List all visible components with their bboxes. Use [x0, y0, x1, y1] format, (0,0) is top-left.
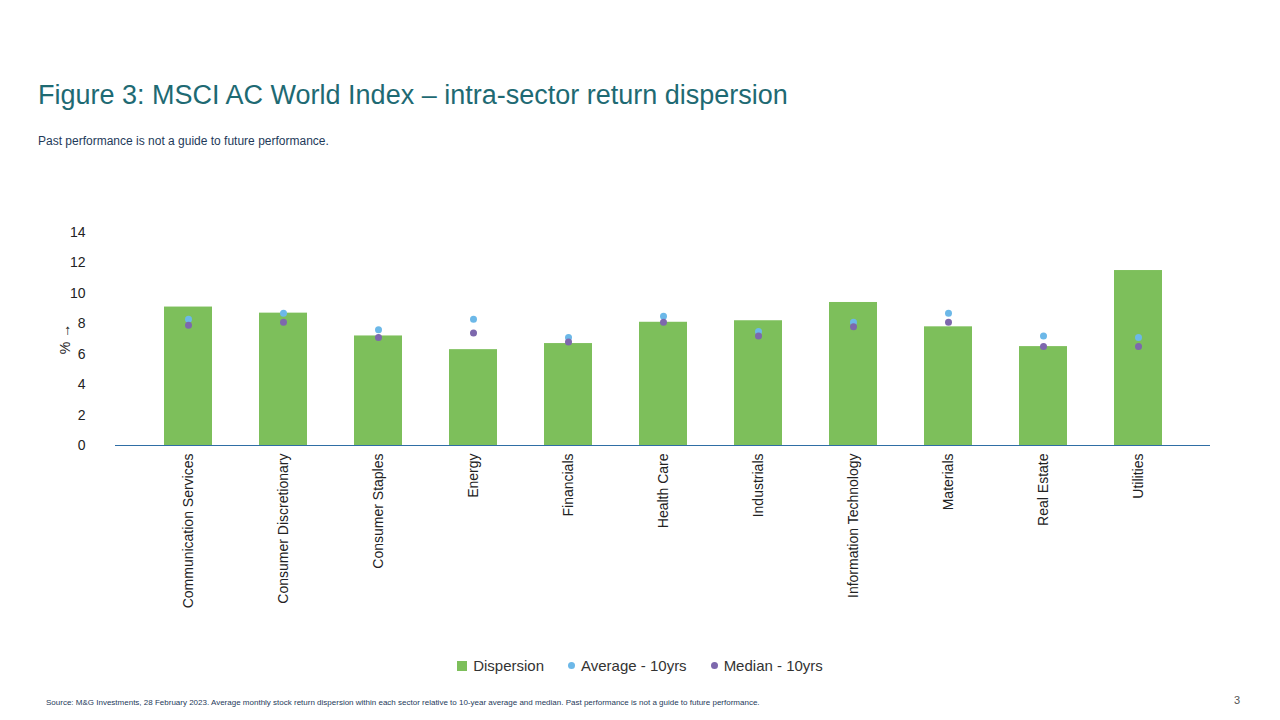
- html-text:Median - 10yrs: Median - 10yrs: [723, 657, 823, 674]
- svg-text:0: 0: [78, 437, 86, 453]
- svg-text:Energy: Energy: [465, 454, 481, 498]
- svg-text:Utilities: Utilities: [1130, 454, 1146, 499]
- svg-text:2: 2: [78, 407, 86, 423]
- html-text:Past performance is not a guid: Past performance is not a guide to futur…: [38, 134, 329, 148]
- svg-text:Financials: Financials: [560, 454, 576, 517]
- svg-text:Consumer Discretionary: Consumer Discretionary: [275, 454, 291, 604]
- svg-text:4: 4: [78, 376, 86, 392]
- svg-text:8: 8: [78, 315, 86, 331]
- svg-text:% →: % →: [57, 324, 73, 354]
- html-text:Source: M&G Investments, 28 Fe: Source: M&G Investments, 28 February 202…: [46, 698, 760, 707]
- svg-text:Consumer Staples: Consumer Staples: [370, 454, 386, 569]
- html-text:Figure 3: MSCI AC World Index: Figure 3: MSCI AC World Index – intra-se…: [38, 80, 788, 110]
- svg-text:Communication Services: Communication Services: [180, 454, 196, 609]
- svg-text:Materials: Materials: [940, 454, 956, 511]
- svg-text:6: 6: [78, 346, 86, 362]
- svg-text:12: 12: [70, 254, 86, 270]
- svg-text:Information Technology: Information Technology: [845, 454, 861, 599]
- html-text:Dispersion: Dispersion: [473, 657, 544, 674]
- html-text:Average - 10yrs: Average - 10yrs: [581, 657, 687, 674]
- svg-text:14: 14: [70, 224, 86, 240]
- svg-text:Industrials: Industrials: [750, 454, 766, 518]
- svg-text:Health Care: Health Care: [655, 453, 671, 528]
- svg-text:Real Estate: Real Estate: [1035, 453, 1051, 526]
- svg-text:10: 10: [70, 285, 86, 301]
- html-text:3: 3: [1234, 694, 1241, 706]
